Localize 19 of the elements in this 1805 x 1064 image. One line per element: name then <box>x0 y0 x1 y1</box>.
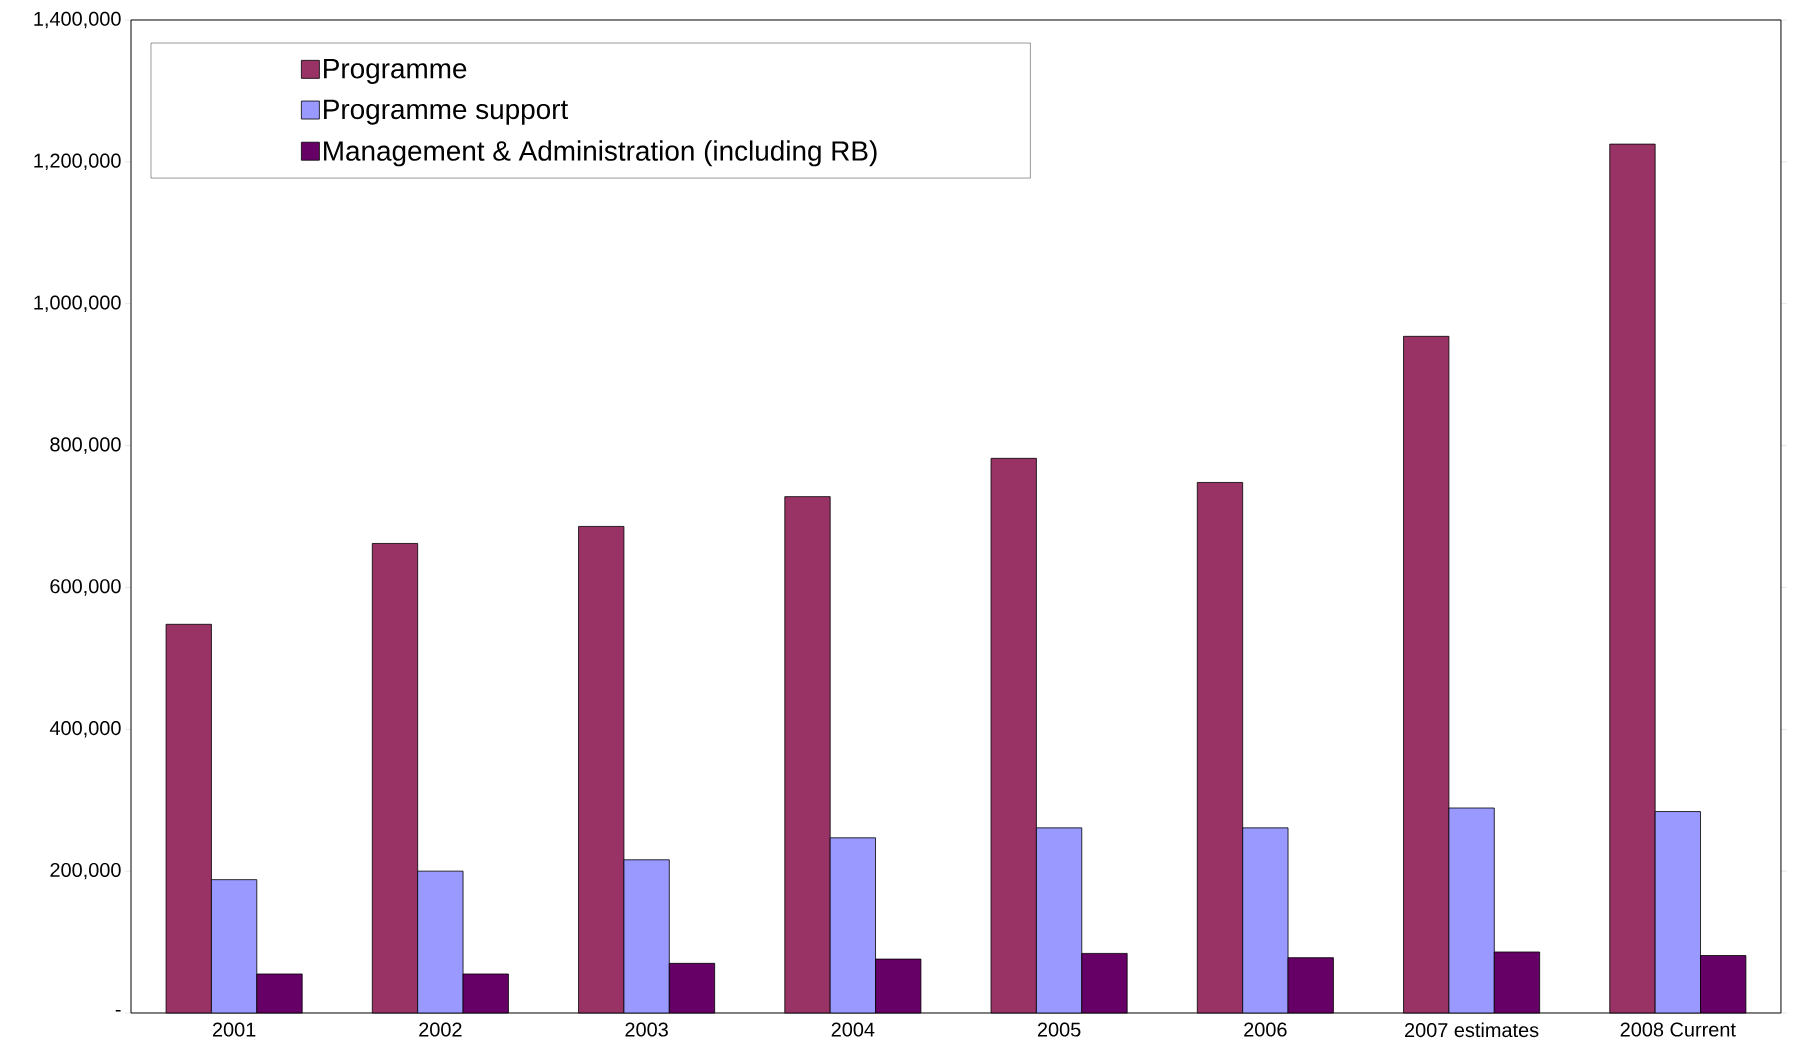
legend-label: Programme support <box>324 99 569 125</box>
y-tick-label: 600,000 <box>50 579 121 596</box>
y-tick-label: 1,200,000 <box>34 153 121 171</box>
y-tick-label: 200,000 <box>50 862 121 880</box>
y-tick-label: 400,000 <box>49 721 121 738</box>
y-tick-label: 800,000 <box>50 437 121 454</box>
y-tick-label: 1,000,000 <box>34 295 121 312</box>
x-tick-label: 2007 estimates <box>1405 1022 1539 1038</box>
x-tick-label: 2003 <box>625 1022 668 1037</box>
x-tick-label: 2004 <box>831 1022 875 1037</box>
x-tick-label: 2008 Current <box>1620 1022 1736 1037</box>
legend-label: Programme <box>324 59 467 84</box>
y-tick-label: 1,400,000 <box>34 11 121 29</box>
y-tick-label: - <box>115 1009 121 1012</box>
x-tick-label: 2001 <box>212 1022 256 1037</box>
x-tick-label: 2002 <box>419 1022 462 1037</box>
legend-label: Management & Administration (including RB) <box>324 140 877 167</box>
x-tick-label: 2006 <box>1244 1022 1287 1037</box>
x-tick-label: 2005 <box>1037 1022 1081 1037</box>
